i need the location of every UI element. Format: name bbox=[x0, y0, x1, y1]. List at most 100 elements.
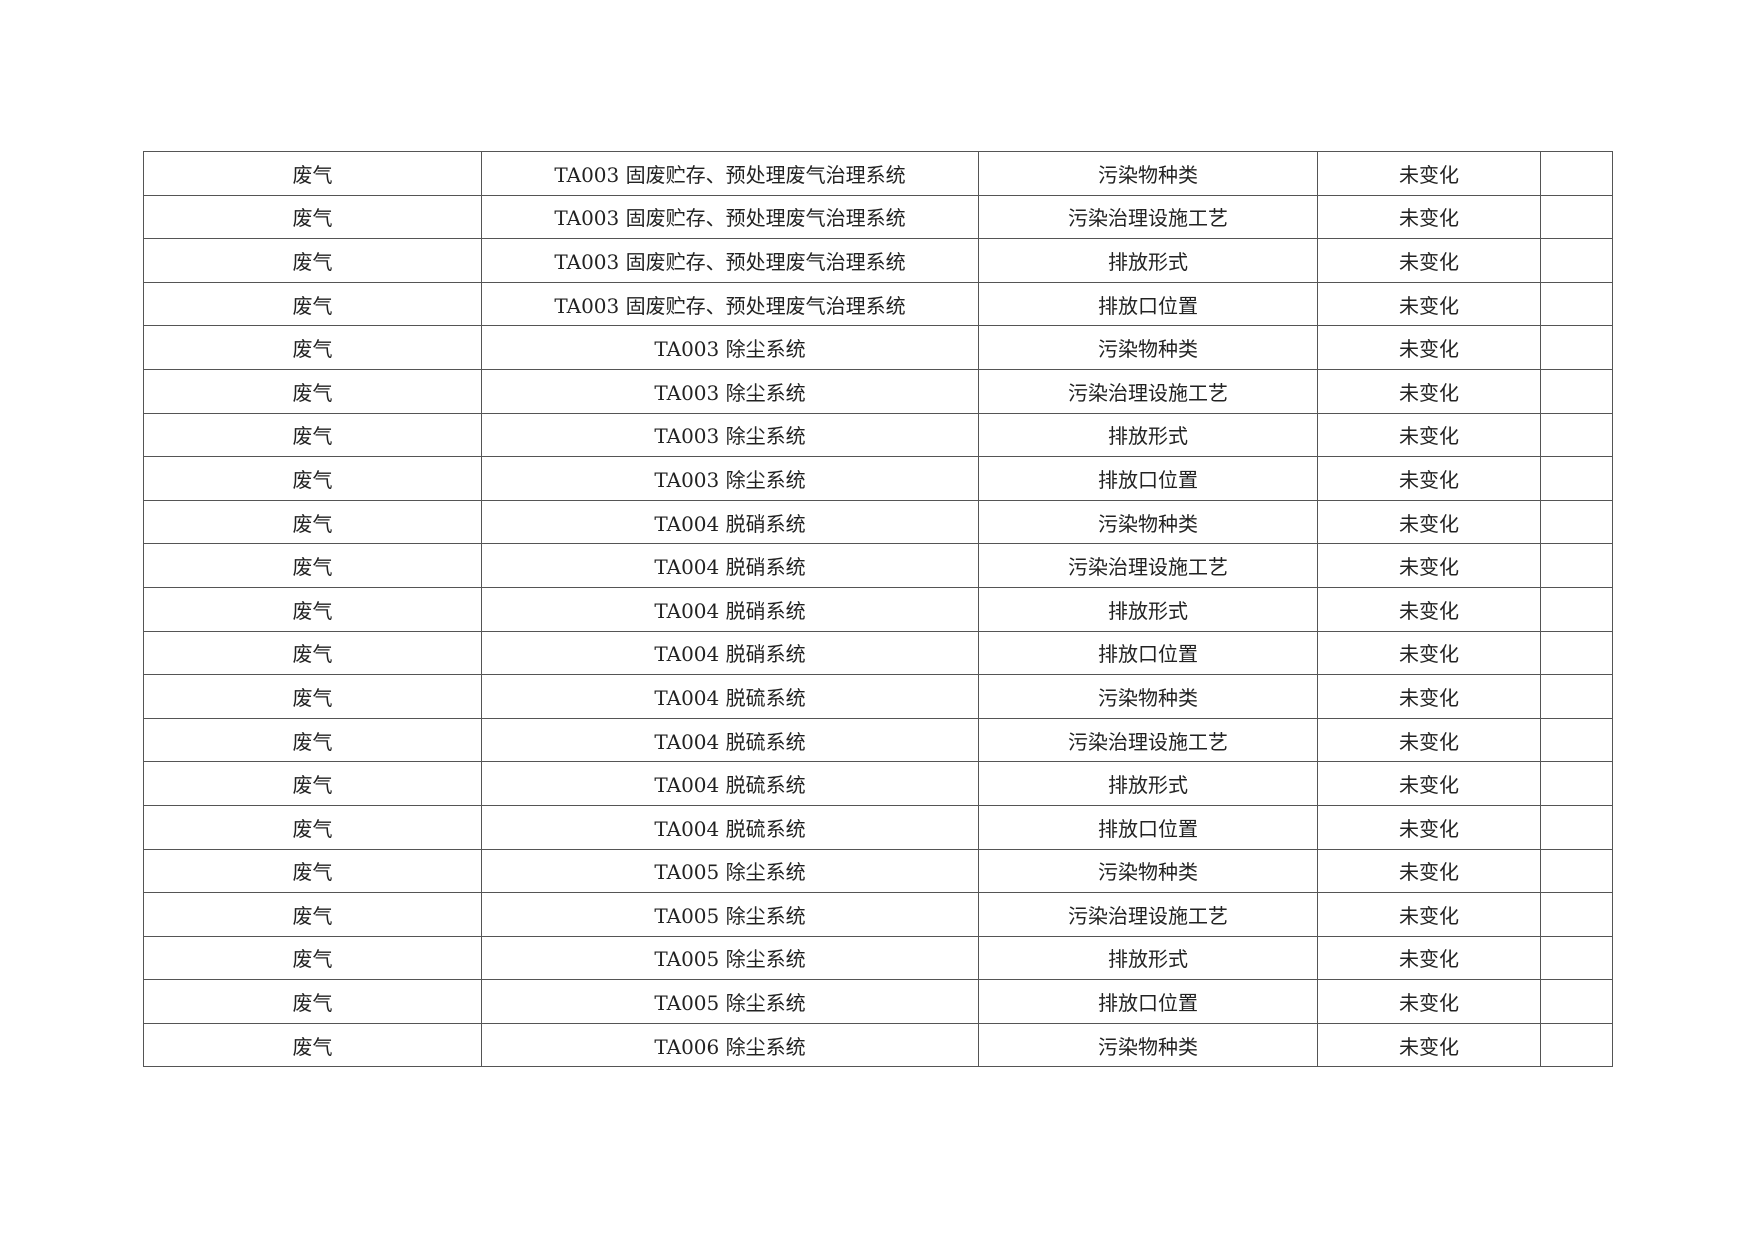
remark-cell bbox=[1540, 499, 1613, 545]
item-cell: 污染治理设施工艺 bbox=[978, 368, 1318, 414]
table-row: 废气 TA004 脱硝系统 污染治理设施工艺 未变化 bbox=[143, 543, 1613, 588]
status-cell: 未变化 bbox=[1317, 194, 1541, 240]
pollutant-category-cell: 废气 bbox=[143, 935, 482, 981]
table-row: 废气 TA005 除尘系统 污染物种类 未变化 bbox=[143, 848, 1613, 894]
remark-cell bbox=[1540, 325, 1613, 370]
facility-cell: TA004 脱硝系统 bbox=[481, 630, 979, 676]
status-cell: 未变化 bbox=[1317, 151, 1541, 196]
facility-cell: TA004 脱硫系统 bbox=[481, 761, 979, 806]
remark-cell bbox=[1540, 761, 1613, 806]
status-cell: 未变化 bbox=[1317, 804, 1541, 850]
item-cell: 污染治理设施工艺 bbox=[978, 892, 1318, 937]
item-cell: 排放口位置 bbox=[978, 804, 1318, 850]
item-cell: 排放形式 bbox=[978, 761, 1318, 806]
status-cell: 未变化 bbox=[1317, 543, 1541, 588]
table-row: 废气 TA003 除尘系统 排放口位置 未变化 bbox=[143, 456, 1613, 501]
pollutant-category-cell: 废气 bbox=[143, 586, 482, 632]
pollutant-category-cell: 废气 bbox=[143, 281, 482, 327]
table-row: 废气 TA003 固废贮存、预处理废气治理系统 排放口位置 未变化 bbox=[143, 281, 1613, 327]
table-row: 废气 TA006 除尘系统 污染物种类 未变化 bbox=[143, 1022, 1613, 1068]
facility-cell: TA003 固废贮存、预处理废气治理系统 bbox=[481, 281, 979, 327]
facility-cell: TA004 脱硫系统 bbox=[481, 717, 979, 763]
facility-cell: TA004 脱硫系统 bbox=[481, 804, 979, 850]
pollutant-category-cell: 废气 bbox=[143, 979, 482, 1024]
status-cell: 未变化 bbox=[1317, 456, 1541, 501]
item-cell: 排放口位置 bbox=[978, 630, 1318, 676]
pollutant-category-cell: 废气 bbox=[143, 1022, 482, 1068]
item-cell: 污染治理设施工艺 bbox=[978, 543, 1318, 588]
table-row: 废气 TA003 除尘系统 污染物种类 未变化 bbox=[143, 325, 1613, 370]
item-cell: 污染治理设施工艺 bbox=[978, 194, 1318, 240]
status-cell: 未变化 bbox=[1317, 630, 1541, 676]
facility-cell: TA006 除尘系统 bbox=[481, 1022, 979, 1068]
facility-cell: TA004 脱硫系统 bbox=[481, 674, 979, 719]
remark-cell bbox=[1540, 586, 1613, 632]
pollutant-category-cell: 废气 bbox=[143, 761, 482, 806]
table-row: 废气 TA004 脱硫系统 污染物种类 未变化 bbox=[143, 674, 1613, 719]
pollutant-category-cell: 废气 bbox=[143, 543, 482, 588]
table-row: 废气 TA004 脱硫系统 排放形式 未变化 bbox=[143, 761, 1613, 806]
facility-cell: TA005 除尘系统 bbox=[481, 979, 979, 1024]
table-row: 废气 TA005 除尘系统 污染治理设施工艺 未变化 bbox=[143, 892, 1613, 937]
facility-cell: TA005 除尘系统 bbox=[481, 935, 979, 981]
remark-cell bbox=[1540, 456, 1613, 501]
pollutant-category-cell: 废气 bbox=[143, 456, 482, 501]
remark-cell bbox=[1540, 412, 1613, 458]
item-cell: 排放形式 bbox=[978, 586, 1318, 632]
status-cell: 未变化 bbox=[1317, 717, 1541, 763]
remark-cell bbox=[1540, 194, 1613, 240]
pollutant-category-cell: 废气 bbox=[143, 630, 482, 676]
facility-cell: TA003 固废贮存、预处理废气治理系统 bbox=[481, 151, 979, 196]
item-cell: 污染物种类 bbox=[978, 151, 1318, 196]
remark-cell bbox=[1540, 935, 1613, 981]
facility-cell: TA003 除尘系统 bbox=[481, 412, 979, 458]
pollutant-category-cell: 废气 bbox=[143, 674, 482, 719]
change-table: 废气 TA003 固废贮存、预处理废气治理系统 污染物种类 未变化 废气 TA003 固废… bbox=[143, 151, 1613, 1068]
pollutant-category-cell: 废气 bbox=[143, 717, 482, 763]
pollutant-category-cell: 废气 bbox=[143, 412, 482, 458]
facility-cell: TA004 脱硝系统 bbox=[481, 499, 979, 545]
pollutant-category-cell: 废气 bbox=[143, 325, 482, 370]
table-row: 废气 TA004 脱硝系统 污染物种类 未变化 bbox=[143, 499, 1613, 545]
item-cell: 排放口位置 bbox=[978, 456, 1318, 501]
remark-cell bbox=[1540, 281, 1613, 327]
table-row: 废气 TA003 固废贮存、预处理废气治理系统 污染治理设施工艺 未变化 bbox=[143, 194, 1613, 240]
facility-cell: TA003 除尘系统 bbox=[481, 325, 979, 370]
remark-cell bbox=[1540, 238, 1613, 283]
item-cell: 污染物种类 bbox=[978, 325, 1318, 370]
facility-cell: TA003 除尘系统 bbox=[481, 456, 979, 501]
facility-cell: TA003 固废贮存、预处理废气治理系统 bbox=[481, 238, 979, 283]
table-row: 废气 TA004 脱硝系统 排放口位置 未变化 bbox=[143, 630, 1613, 676]
remark-cell bbox=[1540, 674, 1613, 719]
remark-cell bbox=[1540, 804, 1613, 850]
status-cell: 未变化 bbox=[1317, 586, 1541, 632]
table-row: 废气 TA004 脱硫系统 污染治理设施工艺 未变化 bbox=[143, 717, 1613, 763]
table-row: 废气 TA004 脱硝系统 排放形式 未变化 bbox=[143, 586, 1613, 632]
facility-cell: TA004 脱硝系统 bbox=[481, 586, 979, 632]
item-cell: 污染治理设施工艺 bbox=[978, 717, 1318, 763]
status-cell: 未变化 bbox=[1317, 761, 1541, 806]
item-cell: 污染物种类 bbox=[978, 499, 1318, 545]
table-row: 废气 TA004 脱硫系统 排放口位置 未变化 bbox=[143, 804, 1613, 850]
table-row: 废气 TA005 除尘系统 排放形式 未变化 bbox=[143, 935, 1613, 981]
facility-cell: TA005 除尘系统 bbox=[481, 848, 979, 894]
item-cell: 排放口位置 bbox=[978, 281, 1318, 327]
remark-cell bbox=[1540, 892, 1613, 937]
status-cell: 未变化 bbox=[1317, 281, 1541, 327]
table-row: 废气 TA003 除尘系统 排放形式 未变化 bbox=[143, 412, 1613, 458]
table-row: 废气 TA003 固废贮存、预处理废气治理系统 排放形式 未变化 bbox=[143, 238, 1613, 283]
facility-cell: TA003 固废贮存、预处理废气治理系统 bbox=[481, 194, 979, 240]
status-cell: 未变化 bbox=[1317, 979, 1541, 1024]
remark-cell bbox=[1540, 717, 1613, 763]
table-body: 废气 TA003 固废贮存、预处理废气治理系统 污染物种类 未变化 废气 TA003 固废… bbox=[143, 151, 1613, 1068]
pollutant-category-cell: 废气 bbox=[143, 848, 482, 894]
status-cell: 未变化 bbox=[1317, 368, 1541, 414]
table-row: 废气 TA003 固废贮存、预处理废气治理系统 污染物种类 未变化 bbox=[143, 151, 1613, 196]
remark-cell bbox=[1540, 630, 1613, 676]
status-cell: 未变化 bbox=[1317, 1022, 1541, 1068]
pollutant-category-cell: 废气 bbox=[143, 194, 482, 240]
status-cell: 未变化 bbox=[1317, 848, 1541, 894]
table-row: 废气 TA005 除尘系统 排放口位置 未变化 bbox=[143, 979, 1613, 1024]
remark-cell bbox=[1540, 151, 1613, 196]
pollutant-category-cell: 废气 bbox=[143, 892, 482, 937]
